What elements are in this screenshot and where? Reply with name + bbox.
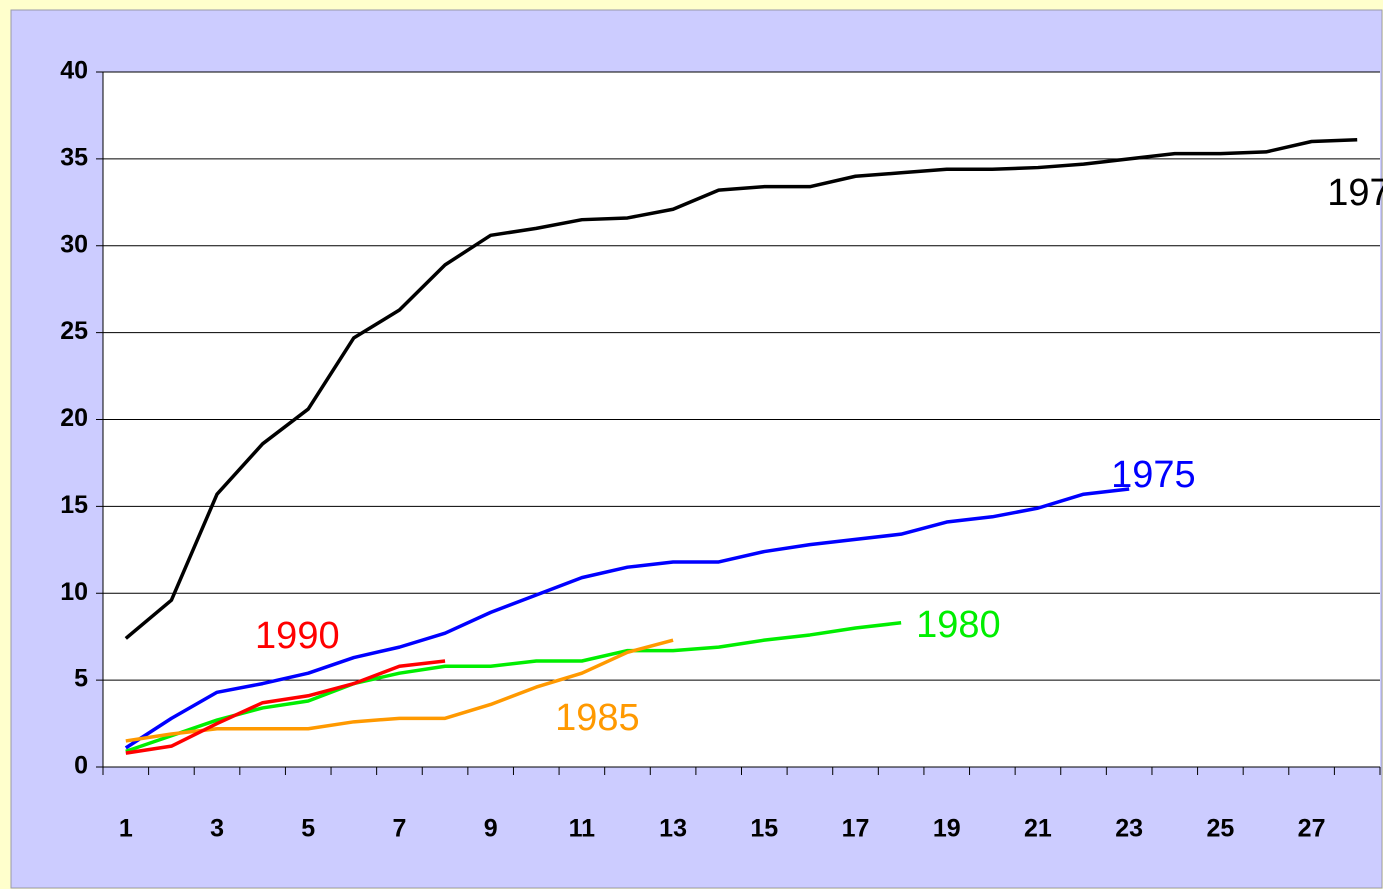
x-tick-label: 3 [210, 815, 224, 843]
series-line [124, 487, 1130, 750]
x-tick-label: 7 [392, 815, 406, 843]
series-label: 1990 [255, 615, 340, 657]
y-tick-label: 15 [60, 491, 88, 519]
series-label: 1980 [916, 604, 1001, 646]
x-tick-label: 11 [569, 815, 596, 843]
y-tick-label: 10 [60, 578, 88, 606]
y-tick-label: 40 [60, 57, 88, 85]
x-tick-label: 19 [933, 815, 961, 843]
y-tick-label: 25 [60, 317, 88, 345]
x-tick-label: 25 [1206, 815, 1234, 843]
y-tick-label: 5 [74, 665, 88, 693]
x-tick-label: 21 [1024, 815, 1052, 843]
y-tick-label: 20 [60, 404, 88, 432]
x-tick-label: 5 [301, 815, 315, 843]
y-tick-label: 35 [60, 143, 88, 171]
x-tick-label: 27 [1298, 815, 1326, 843]
x-tick-label: 23 [1115, 815, 1143, 843]
x-tick-label: 13 [659, 815, 687, 843]
series-line [125, 621, 902, 754]
series-line [125, 659, 446, 755]
x-tick-label: 17 [842, 815, 870, 843]
y-tick-label: 30 [60, 230, 88, 258]
series-label: 1970 [1327, 172, 1383, 214]
x-tick-label: 15 [750, 815, 778, 843]
y-tick-label: 0 [74, 752, 88, 780]
x-tick-label: 1 [119, 815, 133, 843]
series-line [125, 638, 674, 743]
series-line [124, 138, 1358, 640]
series-label: 1985 [555, 697, 640, 739]
x-tick-label: 9 [484, 815, 498, 843]
series-label: 1975 [1111, 454, 1196, 496]
